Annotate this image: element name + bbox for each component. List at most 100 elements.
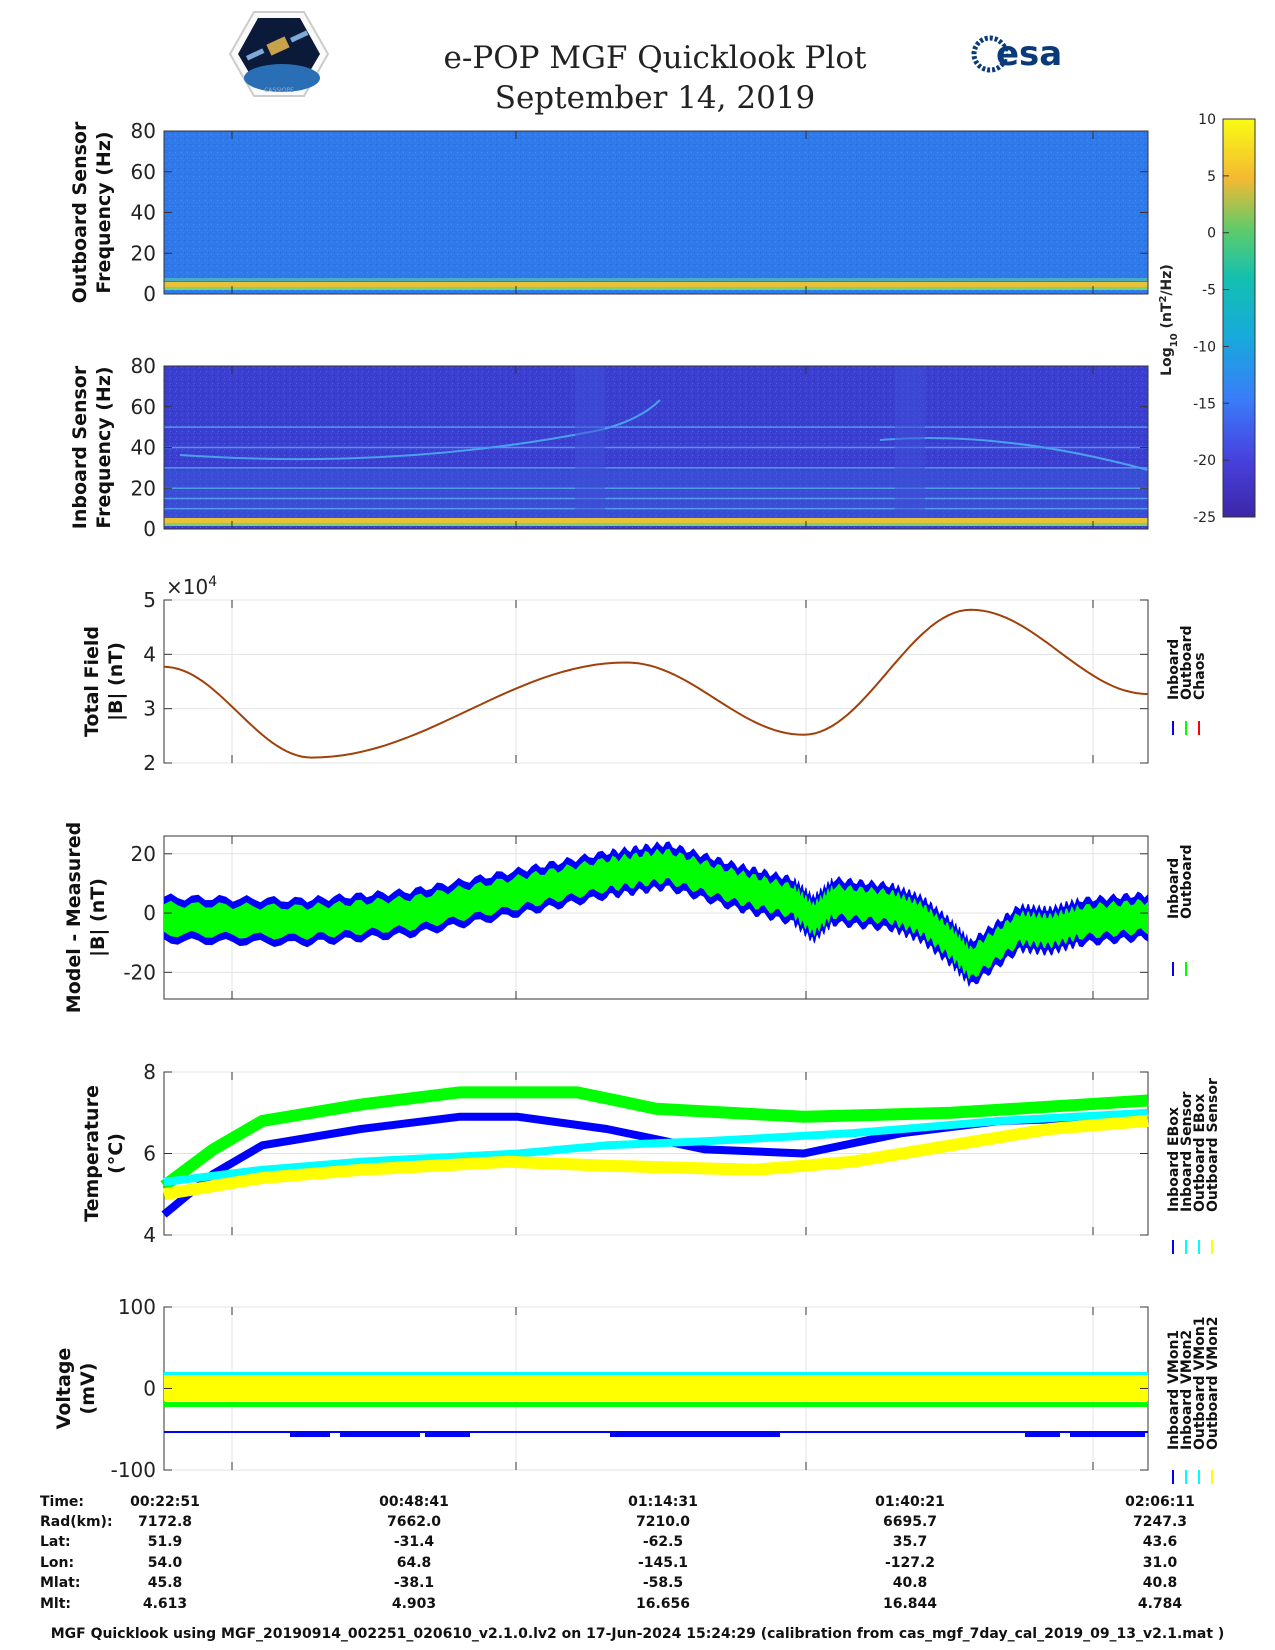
colorbar-tick-label: 5 [1207, 169, 1216, 185]
ephemeris-value: 00:22:51 [130, 1494, 200, 1510]
legend-label: Outboard [1179, 844, 1195, 919]
esa-logo: esa [971, 34, 1062, 74]
vmon-green-band [164, 1402, 1148, 1407]
total-field-exponent: ×104 [166, 574, 217, 599]
vmon-blue-segment [340, 1432, 420, 1437]
y-axis-label-line1: Voltage [53, 1348, 75, 1430]
ephemeris-value: -38.1 [394, 1575, 434, 1591]
y-tick-label: 0 [143, 517, 156, 541]
ephemeris-row-label: Rad(km): [40, 1514, 113, 1530]
y-tick-label: -100 [111, 1458, 156, 1482]
colorbar-tick-label: 0 [1207, 226, 1216, 242]
vmon-yellow-band [164, 1375, 1148, 1401]
colorbar-tick-label: -15 [1193, 396, 1216, 412]
ephemeris-value: 51.9 [148, 1534, 183, 1550]
y-tick-label: 8 [143, 1060, 156, 1084]
voltage-panel: 100 0 -100 Voltage (mV) Inboard VMon1Inboard… [53, 1295, 1221, 1484]
ephemeris-value: 4.613 [143, 1596, 187, 1612]
y-tick-label: 4 [143, 1223, 156, 1247]
plot-title: e-POP MGF Quicklook Plot [443, 40, 867, 76]
y-tick-label: 80 [131, 354, 156, 378]
y-tick-label: 80 [131, 119, 156, 143]
ephemeris-row-label: Lon: [40, 1555, 74, 1571]
y-axis-label-line2: Frequency (Hz) [93, 131, 115, 293]
temperature-series-3 [163, 1114, 1149, 1201]
ephemeris-row-label: Lat: [40, 1534, 71, 1550]
y-tick-label: 60 [131, 395, 156, 419]
model-measured-panel: 20 0 -20 Model - Measured |B| (nT) InboardOu… [63, 822, 1195, 1013]
y-axis-label-line2: (°C) [105, 1133, 127, 1174]
ephemeris-value: 31.0 [1143, 1555, 1178, 1571]
y-tick-label: 3 [143, 697, 156, 721]
y-axis-label-line2: |B| (nT) [87, 878, 109, 957]
legend-label: Inboard [1166, 858, 1182, 919]
legend-label: Outboard Sensor [1205, 1078, 1221, 1212]
ephemeris-value: 6695.7 [883, 1514, 937, 1530]
colorbar-gradient [1222, 118, 1256, 518]
ephemeris-value: 16.656 [636, 1596, 690, 1612]
outboard-spectrogram-panel: 80 60 40 20 0 Outboard Sensor Frequency (Hz) [69, 119, 1149, 306]
y-axis-label-line1: Total Field [81, 626, 103, 737]
vmon-blue-segment [610, 1432, 640, 1437]
ephemeris-value: 02:06:11 [1125, 1494, 1195, 1510]
y-tick-label: 40 [131, 436, 156, 460]
ephemeris-value: -62.5 [643, 1534, 683, 1550]
vmon-blue-segment [640, 1432, 780, 1437]
legend-label: Inboard EBox [1166, 1107, 1182, 1212]
ephemeris-value: -127.2 [885, 1555, 935, 1571]
ephemeris-value: 35.7 [893, 1534, 928, 1550]
legend-label: Inboard Sensor [1179, 1091, 1195, 1212]
colorbar-tick-label: -5 [1202, 283, 1216, 299]
colorbar-label: Log10 (nT2/Hz) [1158, 264, 1180, 376]
vmon-cyan-band [164, 1372, 1148, 1376]
plot-subtitle: September 14, 2019 [494, 80, 816, 116]
legend-label: Outboard VMon1 [1192, 1316, 1208, 1450]
vmon-blue-segment [1025, 1432, 1060, 1437]
cassiope-logo-text: CASSIOPE [264, 87, 294, 94]
legend-label: Chaos [1192, 652, 1208, 700]
ephemeris-value: 01:14:31 [628, 1494, 698, 1510]
total-field-panel: 5 4 3 2 Total Field |B| (nT) ×104 InboardOutb… [81, 574, 1208, 775]
y-tick-label: 5 [143, 588, 156, 612]
temperature-series-0 [160, 1086, 1149, 1191]
vmon-blue-segment [1070, 1432, 1145, 1437]
vmon-blue-segment [290, 1432, 330, 1437]
ephemeris-value: -145.1 [638, 1555, 688, 1571]
y-tick-label: 0 [143, 282, 156, 306]
legend-label: Inboard VMon2 [1179, 1330, 1195, 1450]
outboard-band [164, 848, 1148, 980]
ephemeris-value: 43.6 [1143, 1534, 1178, 1550]
y-tick-label: 20 [131, 476, 156, 500]
y-tick-label: 100 [118, 1295, 156, 1319]
ephemeris-value: 01:40:21 [875, 1494, 945, 1510]
y-axis-label-line1: Temperature [81, 1085, 103, 1222]
colorbar-tick-label: 10 [1198, 112, 1216, 128]
inboard-spectrogram-panel: 80 60 40 20 0 Inboard Sensor Frequency (Hz) [69, 354, 1149, 541]
ephemeris-value: 7662.0 [387, 1514, 441, 1530]
colorbar-tick-label: -25 [1193, 510, 1216, 526]
y-axis-label-line2: Frequency (Hz) [93, 366, 115, 528]
y-tick-label: 60 [131, 160, 156, 184]
legend-label: Outboard EBox [1192, 1094, 1208, 1212]
y-axis-label-line2: |B| (nT) [105, 642, 127, 721]
ephemeris-value: 4.784 [1138, 1596, 1183, 1612]
ephemeris-table: Time: Rad(km): Lat: Lon: Mlat: Mlt: 00:22:51 71… [40, 1494, 1195, 1612]
y-tick-label: 0 [143, 1377, 156, 1401]
vmon-blue-segment [425, 1432, 470, 1437]
colorbar-tick-label: -10 [1193, 339, 1216, 355]
legend-label: Outboard [1179, 625, 1195, 700]
y-tick-label: 2 [143, 751, 156, 775]
y-tick-label: 6 [143, 1142, 156, 1166]
y-axis-label-line1: Inboard Sensor [69, 365, 91, 529]
footer-note: MGF Quicklook using MGF_20190914_002251_… [50, 1626, 1225, 1642]
ephemeris-value: 7210.0 [636, 1514, 690, 1530]
whistler-arc [179, 399, 661, 461]
cassiope-logo: CASSIOPE [228, 11, 330, 97]
legend-label: Inboard VMon1 [1166, 1330, 1182, 1450]
y-tick-label: 4 [143, 642, 156, 666]
y-tick-label: 0 [143, 901, 156, 925]
ephemeris-value: 4.903 [392, 1596, 436, 1612]
total-field-line [163, 608, 1149, 759]
